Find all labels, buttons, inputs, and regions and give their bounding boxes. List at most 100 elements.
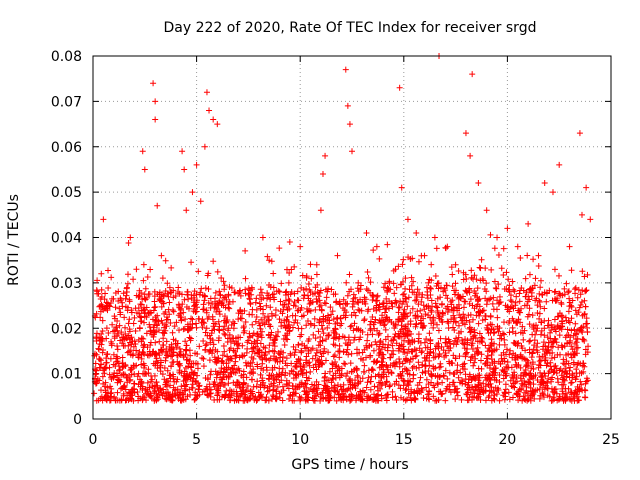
data-point	[268, 381, 275, 388]
data-point	[461, 366, 468, 373]
data-point	[330, 376, 337, 383]
data-point	[529, 350, 536, 357]
data-point	[408, 274, 415, 281]
data-point	[291, 319, 298, 326]
data-point	[557, 366, 564, 373]
data-point	[396, 84, 403, 91]
data-point	[117, 378, 124, 385]
data-point	[351, 334, 358, 341]
data-point	[418, 349, 425, 356]
data-point	[390, 280, 397, 287]
data-point	[210, 341, 217, 348]
data-point	[390, 360, 397, 367]
data-point	[421, 339, 428, 346]
data-point	[161, 324, 168, 331]
data-point	[204, 391, 211, 398]
data-point	[207, 371, 214, 378]
data-point	[146, 290, 153, 297]
data-point	[317, 302, 324, 309]
data-point	[494, 314, 501, 321]
data-point	[548, 326, 555, 333]
data-point	[380, 299, 387, 306]
data-point	[566, 243, 573, 250]
data-point	[458, 328, 465, 335]
data-point	[556, 310, 563, 317]
data-point	[476, 264, 483, 271]
data-point	[487, 313, 494, 320]
data-point	[475, 320, 482, 327]
data-point	[509, 278, 516, 285]
data-point	[464, 389, 471, 396]
data-point	[369, 314, 376, 321]
data-point	[321, 299, 328, 306]
data-point	[192, 391, 199, 398]
data-point	[265, 317, 272, 324]
data-point	[342, 361, 349, 368]
data-point	[198, 285, 205, 292]
data-point	[562, 365, 569, 372]
data-point	[287, 291, 294, 298]
data-point	[412, 323, 419, 330]
data-point	[499, 358, 506, 365]
data-point	[140, 349, 147, 356]
data-point	[511, 288, 518, 295]
data-point	[215, 318, 222, 325]
y-tick-label: 0.08	[51, 49, 82, 65]
data-point	[152, 98, 159, 105]
data-point	[562, 390, 569, 397]
data-point	[260, 344, 267, 351]
data-point	[551, 335, 558, 342]
data-point	[402, 313, 409, 320]
data-point	[357, 334, 364, 341]
data-point	[201, 388, 208, 395]
data-point	[409, 305, 416, 312]
data-point	[215, 335, 222, 342]
data-point	[509, 324, 516, 331]
data-point	[485, 374, 492, 381]
data-point	[444, 318, 451, 325]
data-point	[454, 362, 461, 369]
data-point	[459, 337, 466, 344]
data-point	[326, 317, 333, 324]
data-point	[108, 338, 115, 345]
y-tick-label: 0.03	[51, 276, 82, 292]
data-point	[401, 349, 408, 356]
data-point	[221, 323, 228, 330]
x-tick-label: 15	[395, 432, 413, 448]
data-point	[512, 340, 519, 347]
data-point	[581, 363, 588, 370]
data-point	[165, 306, 172, 313]
data-point	[524, 302, 531, 309]
data-point	[337, 322, 344, 329]
data-point	[291, 349, 298, 356]
data-point	[291, 290, 298, 297]
data-point	[94, 277, 101, 284]
data-point	[544, 392, 551, 399]
data-point	[349, 148, 355, 155]
data-point	[325, 397, 332, 404]
data-point	[464, 386, 471, 393]
data-point	[474, 285, 481, 292]
data-point	[292, 312, 299, 319]
data-point	[526, 346, 533, 353]
data-point	[452, 396, 459, 403]
data-point	[354, 374, 361, 381]
data-point	[179, 396, 186, 403]
data-point	[161, 376, 168, 383]
data-point	[351, 309, 358, 316]
data-point	[153, 379, 160, 386]
data-point	[404, 303, 411, 310]
data-point	[154, 291, 161, 298]
data-point	[303, 274, 310, 281]
data-point	[333, 331, 340, 338]
data-point	[361, 346, 368, 353]
data-point	[306, 336, 313, 343]
data-point	[155, 327, 162, 334]
data-point	[251, 349, 258, 356]
data-point	[143, 390, 150, 397]
data-point	[393, 397, 400, 404]
data-point	[180, 326, 187, 333]
data-point	[372, 397, 379, 404]
data-point	[418, 298, 425, 305]
data-point	[367, 279, 374, 286]
